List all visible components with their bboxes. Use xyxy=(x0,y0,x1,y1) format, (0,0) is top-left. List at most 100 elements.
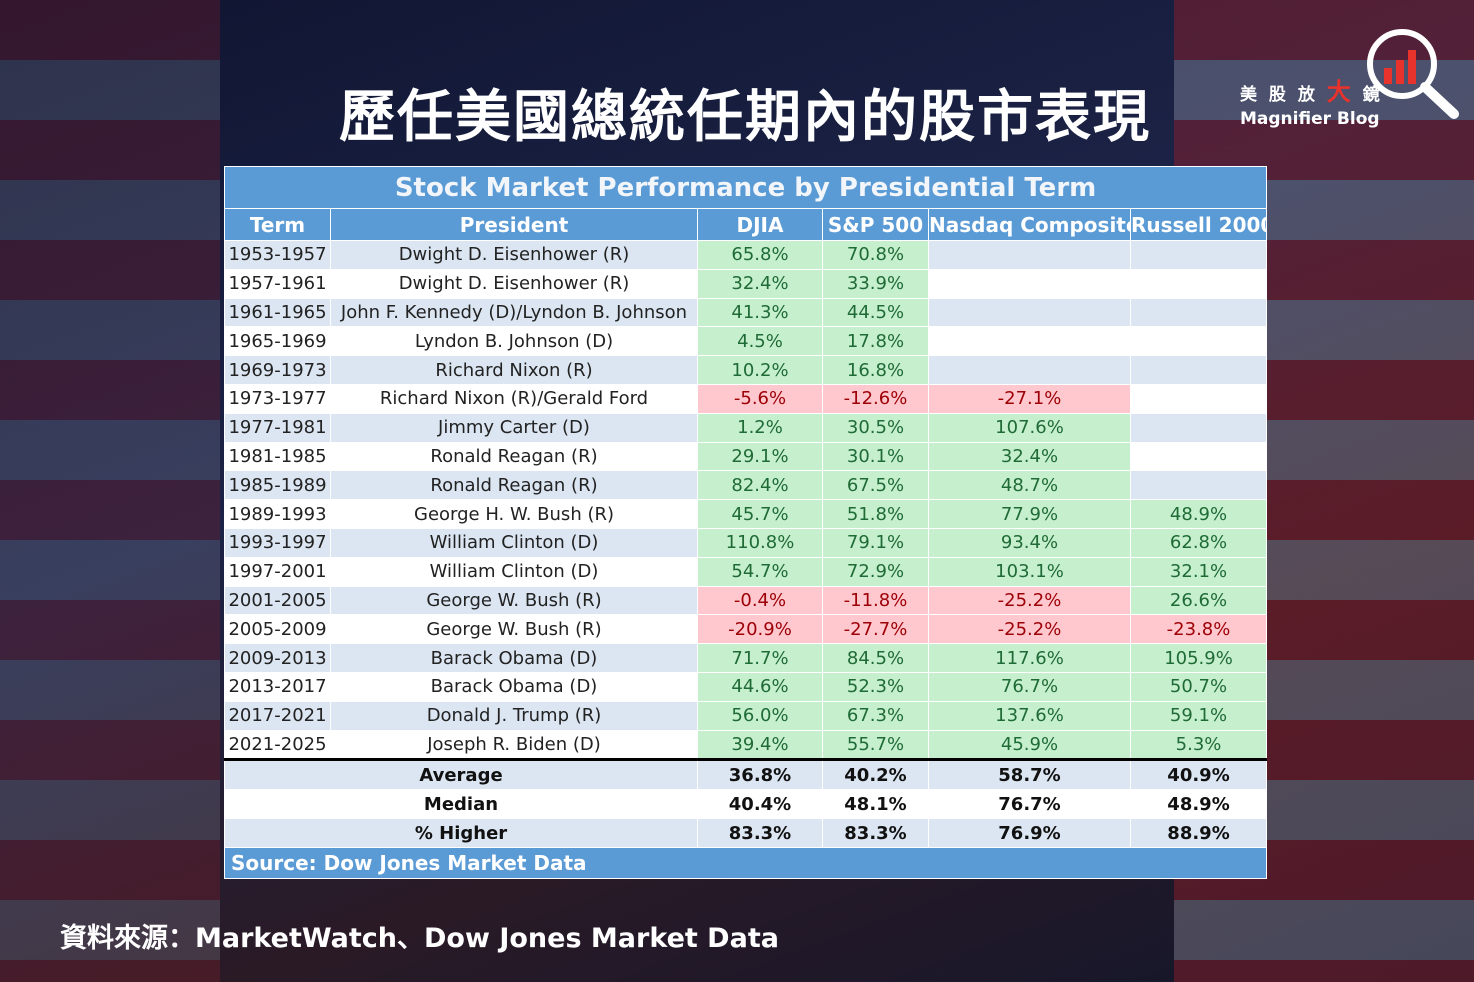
value-cell: 117.6% xyxy=(928,643,1131,673)
summary-row: % Higher 83.3% 83.3% 76.9% 88.9% xyxy=(224,818,1268,849)
value-cell: 32.4% xyxy=(928,441,1131,472)
column-header: Nasdaq Composite xyxy=(928,208,1131,241)
term-cell: 2001-2005 xyxy=(224,585,331,616)
president-cell: Dwight D. Eisenhower (R) xyxy=(330,268,698,299)
value-cell: 52.3% xyxy=(822,671,929,702)
value-cell: 65.8% xyxy=(697,240,823,270)
summary-value: 76.7% xyxy=(928,789,1131,820)
summary-value: 83.3% xyxy=(697,818,823,849)
value-cell xyxy=(1129,355,1268,385)
logo-cn: 美 股 放 大 鏡 xyxy=(1240,72,1383,107)
logo: 美 股 放 大 鏡 Magnifier Blog xyxy=(1240,72,1383,129)
column-header: President xyxy=(330,208,698,241)
value-cell: -0.4% xyxy=(697,585,823,616)
president-cell: Richard Nixon (R)/Gerald Ford xyxy=(330,383,698,414)
value-cell: 93.4% xyxy=(928,527,1131,558)
value-cell: 33.9% xyxy=(822,268,929,299)
summary-label: Average xyxy=(224,758,698,791)
logo-cn-suffix: 鏡 xyxy=(1362,85,1383,105)
value-cell: 16.8% xyxy=(822,355,929,385)
value-cell: 48.7% xyxy=(928,470,1131,501)
value-cell: -23.8% xyxy=(1129,614,1268,645)
president-cell: Dwight D. Eisenhower (R) xyxy=(330,240,698,270)
data-row: 1993-1997 William Clinton (D) 110.8% 79.1% 9… xyxy=(224,527,1268,558)
value-cell: 54.7% xyxy=(697,556,823,587)
president-cell: Jimmy Carter (D) xyxy=(330,412,698,443)
summary-value: 76.9% xyxy=(928,818,1131,849)
president-cell: Barack Obama (D) xyxy=(330,643,698,673)
summary-value: 48.1% xyxy=(822,789,929,820)
value-cell: 55.7% xyxy=(822,729,929,761)
data-row: 2009-2013 Barack Obama (D) 71.7% 84.5% 117.6… xyxy=(224,643,1268,673)
header-row: Term President DJIA S&P 500 Nasdaq Composite… xyxy=(224,208,1268,241)
column-header: DJIA xyxy=(697,208,823,241)
summary-value: 83.3% xyxy=(822,818,929,849)
value-cell: 30.1% xyxy=(822,441,929,472)
summary-value: 88.9% xyxy=(1129,818,1268,849)
value-cell: 48.9% xyxy=(1129,499,1268,529)
term-cell: 2017-2021 xyxy=(224,700,331,731)
value-cell: 5.3% xyxy=(1129,729,1268,761)
value-cell xyxy=(928,297,1131,328)
value-cell: 4.5% xyxy=(697,326,823,357)
data-row: 1977-1981 Jimmy Carter (D) 1.2% 30.5% 107.6% xyxy=(224,412,1268,443)
value-cell: -25.2% xyxy=(928,614,1131,645)
president-cell: Richard Nixon (R) xyxy=(330,355,698,385)
term-cell: 1969-1973 xyxy=(224,355,331,385)
value-cell: 41.3% xyxy=(697,297,823,328)
page-title: 歷任美國總統任期內的股市表現 xyxy=(339,85,1151,150)
value-cell: 76.7% xyxy=(928,671,1131,702)
term-cell: 1973-1977 xyxy=(224,383,331,414)
president-cell: Ronald Reagan (R) xyxy=(330,441,698,472)
term-cell: 1961-1965 xyxy=(224,297,331,328)
value-cell: 32.4% xyxy=(697,268,823,299)
column-header: S&P 500 xyxy=(822,208,929,241)
data-row: 2017-2021 Donald J. Trump (R) 56.0% 67.3% 13… xyxy=(224,700,1268,731)
data-row: 1985-1989 Ronald Reagan (R) 82.4% 67.5% 48.7… xyxy=(224,470,1268,501)
value-cell xyxy=(1129,470,1268,501)
term-cell: 2013-2017 xyxy=(224,671,331,702)
president-cell: William Clinton (D) xyxy=(330,527,698,558)
data-row: 2001-2005 George W. Bush (R) -0.4% -11.8% -2… xyxy=(224,585,1268,616)
summary-row: Average 36.8% 40.2% 58.7% 40.9% xyxy=(224,758,1268,791)
value-cell: 44.6% xyxy=(697,671,823,702)
data-row: 1953-1957 Dwight D. Eisenhower (R) 65.8% 70… xyxy=(224,240,1268,270)
data-row: 2005-2009 George W. Bush (R) -20.9% -27.7% -… xyxy=(224,614,1268,645)
value-cell xyxy=(928,268,1131,299)
value-cell: 110.8% xyxy=(697,527,823,558)
value-cell xyxy=(928,326,1131,357)
data-row: 1981-1985 Ronald Reagan (R) 29.1% 30.1% 32.4… xyxy=(224,441,1268,472)
term-cell: 1965-1969 xyxy=(224,326,331,357)
value-cell: -20.9% xyxy=(697,614,823,645)
value-cell xyxy=(928,240,1131,270)
value-cell: -11.8% xyxy=(822,585,929,616)
president-cell: Donald J. Trump (R) xyxy=(330,700,698,731)
summary-value: 40.2% xyxy=(822,758,929,791)
source-row: Source: Dow Jones Market Data xyxy=(223,847,1268,880)
president-cell: John F. Kennedy (D)/Lyndon B. Johnson xyxy=(330,297,698,328)
value-cell: 103.1% xyxy=(928,556,1131,587)
value-cell xyxy=(1129,240,1268,270)
logo-en: Magnifier Blog xyxy=(1240,109,1380,129)
value-cell: 39.4% xyxy=(697,729,823,761)
value-cell: 45.7% xyxy=(697,499,823,529)
data-row: 1961-1965 John F. Kennedy (D)/Lyndon B. J… xyxy=(224,297,1268,328)
value-cell: 51.8% xyxy=(822,499,929,529)
summary-value: 58.7% xyxy=(928,758,1131,791)
value-cell: 17.8% xyxy=(822,326,929,357)
summary-label: Median xyxy=(224,789,698,820)
logo-icon xyxy=(1367,29,1459,119)
footer-source: 資料來源：MarketWatch、Dow Jones Market Data xyxy=(60,923,779,954)
value-cell: -12.6% xyxy=(822,383,929,414)
value-cell: 71.7% xyxy=(697,643,823,673)
president-cell: Ronald Reagan (R) xyxy=(330,470,698,501)
value-cell: -27.1% xyxy=(928,383,1131,414)
value-cell: 50.7% xyxy=(1129,671,1268,702)
value-cell: -5.6% xyxy=(697,383,823,414)
data-row: 2021-2025 Joseph R. Biden (D) 39.4% 55.7% 45… xyxy=(224,729,1268,761)
term-cell: 2005-2009 xyxy=(224,614,331,645)
data-row: 2013-2017 Barack Obama (D) 44.6% 52.3% 76.7%… xyxy=(224,671,1268,702)
term-cell: 1953-1957 xyxy=(224,240,331,270)
term-cell: 2021-2025 xyxy=(224,729,331,761)
